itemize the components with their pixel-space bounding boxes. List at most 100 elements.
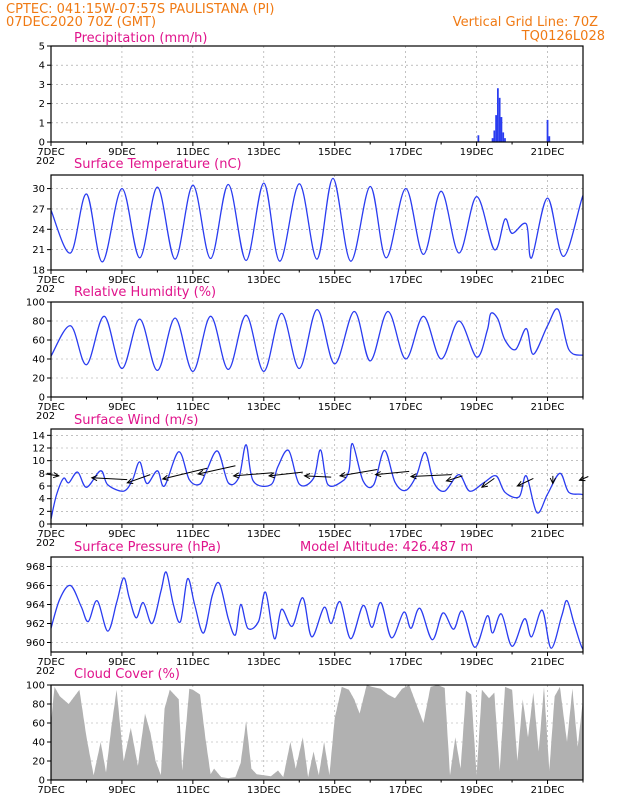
y-tick-label: 27 [32, 204, 45, 215]
y-tick-label: 21 [32, 245, 45, 256]
wind-arrow [579, 476, 589, 481]
x-tick-label: 19DEC [460, 147, 494, 158]
wind-arrow [45, 473, 59, 477]
precip-bar [493, 130, 496, 142]
pressure-title: Surface Pressure (hPa) [74, 540, 221, 555]
x-tick-label: 21DEC [531, 147, 565, 158]
wind-arrows [45, 465, 589, 488]
x-tick-label: 7DEC [37, 275, 64, 286]
header-model: TQ0126L028 [521, 29, 605, 44]
x-tick-label: 21DEC [531, 275, 565, 286]
cloud-hatching [51, 685, 583, 780]
precip-frame [50, 45, 584, 143]
x-tick-label: 7DEC [37, 785, 64, 796]
y-tick-label: 962 [26, 619, 45, 630]
y-tick-label: 5 [39, 42, 45, 53]
y-tick-label: 30 [32, 184, 45, 195]
wind-arrow-head [374, 471, 382, 478]
y-tick-label: 20 [32, 374, 45, 385]
rh-panel: Relative Humidity (%) 0 20 40 60 80 100 7DEC 9DE… [26, 285, 584, 422]
x-tick-label: 11DEC [176, 275, 210, 286]
x-tick-label: 17DEC [389, 275, 423, 286]
header-grid-line: Vertical Grid Line: 70Z [453, 15, 598, 30]
x-tick-label: 17DEC [389, 402, 423, 413]
temp-title: Surface Temperature (nC) [74, 157, 242, 172]
wind-arrow [410, 474, 452, 477]
y-tick-label: 40 [32, 355, 45, 366]
x-tick-label: 9DEC [108, 275, 135, 286]
x-tick-label: 7DEC [37, 147, 64, 158]
precip-title: Precipitation (mm/h) [74, 31, 207, 46]
y-tick-label: 20 [32, 757, 45, 768]
x-tick-label: 11DEC [176, 785, 210, 796]
wind-arrow-head [409, 473, 417, 480]
y-tick-label: 60 [32, 719, 45, 730]
wind-arrow-head [161, 474, 169, 481]
x-tick-label: 21DEC [531, 402, 565, 413]
precip-bar [500, 117, 503, 142]
wind-arrow [339, 469, 378, 477]
wind-arrow [127, 474, 151, 484]
y-tick-label: 10 [32, 456, 45, 467]
x-tick-label: 7DEC [37, 657, 64, 668]
y-tick-label: 4 [39, 494, 45, 505]
model-altitude-label: Model Altitude: 426.487 m [300, 540, 473, 555]
x-tick-label: 15DEC [318, 402, 352, 413]
x-tick-label: 17DEC [389, 657, 423, 668]
x-tick-label: 9DEC [108, 785, 135, 796]
precip-bar [548, 136, 551, 142]
x-year-fragment: 202 [36, 538, 55, 549]
x-tick-label: 13DEC [247, 275, 281, 286]
x-tick-label: 17DEC [389, 529, 423, 540]
x-tick-label: 13DEC [247, 402, 281, 413]
wind-arrow-head [126, 478, 134, 484]
x-tick-label: 9DEC [108, 657, 135, 668]
x-tick-label: 7DEC [37, 402, 64, 413]
rh-frame [50, 301, 584, 398]
y-tick-label: 80 [32, 317, 45, 328]
wind-arrow [91, 477, 128, 481]
x-tick-label: 15DEC [318, 785, 352, 796]
wind-arrow [481, 477, 495, 488]
x-tick-label: 19DEC [460, 785, 494, 796]
x-tick-label: 9DEC [108, 529, 135, 540]
x-tick-label: 11DEC [176, 402, 210, 413]
cloud-frame [50, 684, 584, 781]
cloud-area [51, 685, 583, 780]
x-tick-label: 15DEC [318, 275, 352, 286]
wind-arrow [375, 470, 410, 476]
wind-arrow-head [197, 469, 205, 476]
y-tick-label: 24 [32, 225, 45, 236]
wind-arrow-head [445, 476, 453, 483]
y-tick-label: 100 [26, 681, 45, 692]
y-tick-label: 8 [39, 469, 45, 480]
wind-arrow-head [267, 472, 275, 479]
wind-arrow [304, 475, 332, 478]
x-year-fragment: 202 [36, 284, 55, 295]
x-tick-label: 21DEC [531, 785, 565, 796]
header-run-date: 07DEC2020 70Z (GMT) [6, 15, 156, 30]
x-year-fragment: 202 [36, 411, 55, 422]
x-year-fragment: 202 [36, 156, 55, 167]
wind-arrow-head [303, 473, 311, 480]
y-tick-label: 3 [39, 80, 45, 91]
y-tick-label: 964 [26, 600, 45, 611]
wind-arrow [269, 471, 303, 477]
x-tick-label: 21DEC [531, 657, 565, 668]
cloud-title: Cloud Cover (%) [74, 667, 180, 682]
y-tick-label: 0 [39, 138, 45, 149]
wind-arrow [198, 465, 236, 475]
wind-title: Surface Wind (m/s) [74, 413, 198, 428]
x-tick-label: 9DEC [108, 402, 135, 413]
y-tick-label: 960 [26, 638, 45, 649]
wind-arrow-head [90, 474, 98, 482]
wind-arrow [233, 472, 273, 477]
header-station: CPTEC: 041:15W-07:57S PAULISTANA (PI) [6, 2, 274, 17]
y-tick-label: 100 [26, 298, 45, 309]
cloud-panel: Cloud Cover (%) 0 20 40 60 80 100 7DEC 9DEC 11DEC… [26, 667, 584, 796]
wind-arrow [517, 477, 534, 487]
x-tick-label: 9DEC [108, 147, 135, 158]
precip-panel: Precipitation (mm/h) 0 1 2 3 4 5 7DEC 9DEC 11DEC 1… [36, 31, 584, 167]
